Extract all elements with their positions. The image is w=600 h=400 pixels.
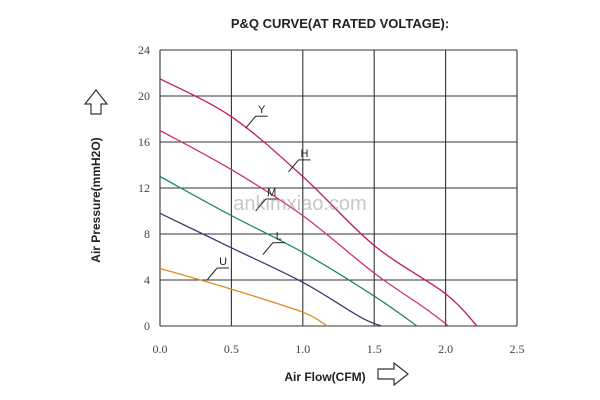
series-line-m bbox=[159, 175, 418, 327]
up-arrow-icon bbox=[83, 89, 109, 115]
watermark-text: ankimxiao.com bbox=[233, 193, 366, 215]
label-leader-l bbox=[262, 242, 274, 256]
x-tick-label: 2.5 bbox=[510, 342, 525, 356]
x-tick-label: 1.5 bbox=[367, 342, 382, 356]
y-axis-label-group: Air Pressure(mmH2O) bbox=[83, 89, 109, 263]
series-label-h: H bbox=[301, 148, 309, 160]
x-tick-label: 1.0 bbox=[295, 342, 310, 356]
label-leader-y bbox=[245, 115, 257, 129]
chart-title: P&Q CURVE(AT RATED VOLTAGE): bbox=[231, 16, 449, 31]
y-tick-label: 8 bbox=[144, 227, 150, 241]
x-tick-label: 0.0 bbox=[153, 342, 168, 356]
x-axis-label: Air Flow(CFM) bbox=[284, 370, 365, 384]
x-tick-label: 2.0 bbox=[438, 342, 453, 356]
y-tick-label: 12 bbox=[138, 181, 150, 195]
label-leader-h bbox=[288, 159, 299, 173]
series-label-u: U bbox=[219, 256, 227, 268]
series-lines bbox=[159, 78, 478, 327]
series-line-h bbox=[159, 129, 449, 327]
y-tick-label: 16 bbox=[138, 135, 150, 149]
series-label-m: M bbox=[267, 187, 276, 199]
y-axis-label: Air Pressure(mmH2O) bbox=[89, 137, 103, 262]
label-leader-m bbox=[255, 198, 267, 212]
grid bbox=[159, 49, 518, 327]
tick-labels: 0.0 0.5 1.0 1.5 2.0 2.5 0 4 8 12 16 20 24 bbox=[138, 43, 525, 356]
series-line-u bbox=[159, 267, 328, 327]
series-labels: Y H M L U bbox=[206, 104, 311, 281]
series-label-y: Y bbox=[258, 104, 266, 116]
series-line-y bbox=[159, 78, 478, 327]
y-tick-label: 20 bbox=[138, 89, 150, 103]
series-line-l bbox=[159, 212, 382, 327]
x-tick-label: 0.5 bbox=[224, 342, 239, 356]
y-tick-label: 24 bbox=[138, 43, 150, 57]
right-arrow-icon bbox=[377, 361, 409, 387]
y-tick-label: 4 bbox=[144, 273, 150, 287]
series-label-l: L bbox=[276, 231, 282, 243]
label-leader-u bbox=[206, 267, 218, 281]
x-axis-label-group: Air Flow(CFM) bbox=[284, 361, 409, 387]
y-tick-label: 0 bbox=[144, 319, 150, 333]
